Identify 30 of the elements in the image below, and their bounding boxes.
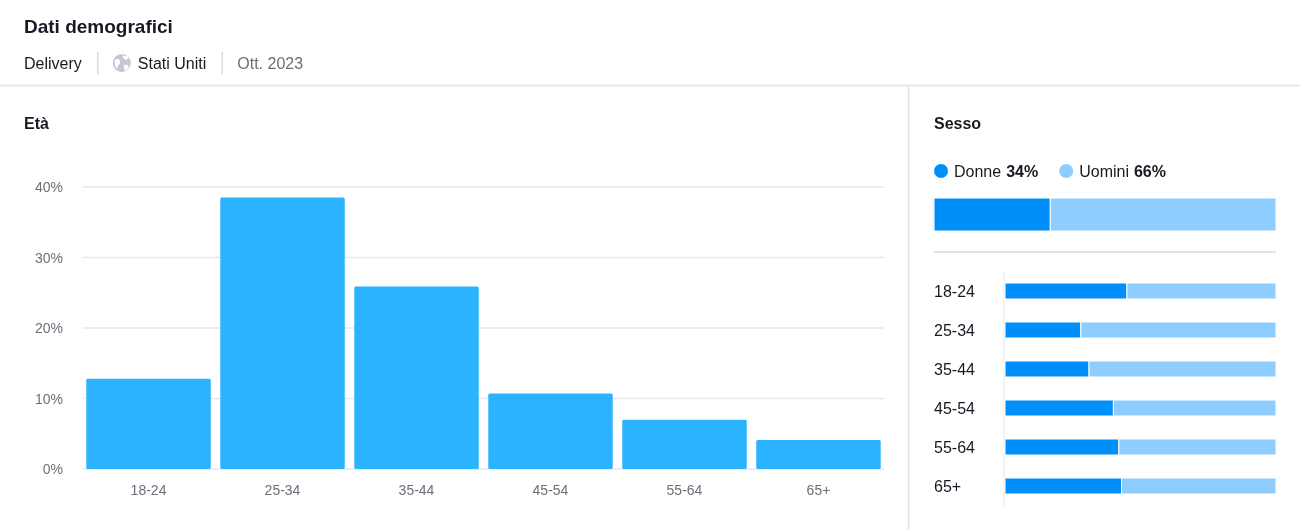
x-tick-label: 45-54 — [532, 482, 569, 498]
bar — [86, 378, 211, 469]
y-tick-label: 35-44 — [934, 361, 976, 378]
text: Delivery — [24, 55, 82, 72]
chart-title: Età — [24, 115, 49, 132]
series-label: Uomini 66% — [1079, 163, 1166, 180]
y-tick-label: 30% — [34, 249, 63, 266]
chart-title: Sesso — [934, 115, 982, 132]
x-tick-label: 18-24 — [130, 482, 167, 498]
y-tick-label: 18-24 — [934, 283, 976, 300]
text: Dati demografici — [24, 16, 173, 37]
bar — [220, 197, 345, 469]
bar — [488, 393, 613, 469]
y-tick-label: 20% — [34, 320, 63, 336]
text: Stati Uniti — [137, 55, 207, 72]
y-tick-label: 0% — [42, 461, 63, 477]
bar — [756, 440, 881, 469]
x-tick-label: 55-64 — [666, 482, 703, 498]
bar — [622, 419, 747, 469]
y-tick-label: 10% — [34, 390, 63, 407]
y-tick-label: 45-54 — [934, 400, 976, 417]
text: Ott. 2023 — [237, 55, 304, 72]
y-tick-label: 25-34 — [934, 322, 976, 339]
legend-label: Donne 34% — [954, 163, 1039, 180]
x-tick-label: 25-34 — [264, 482, 301, 498]
x-tick-label: 65+ — [806, 482, 831, 498]
bar — [354, 286, 479, 469]
x-tick-label: 35-44 — [398, 482, 435, 498]
y-tick-label: 55-64 — [934, 439, 976, 456]
y-tick-label: 40% — [34, 179, 63, 195]
